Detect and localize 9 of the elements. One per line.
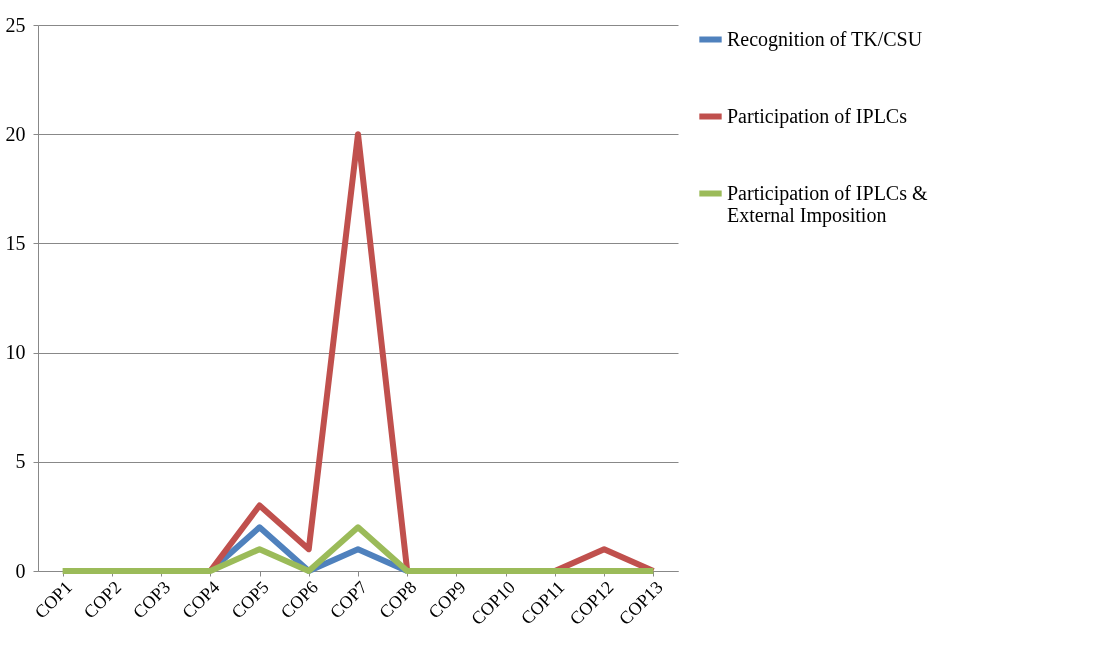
legend-label: Recognition of TK/CSU xyxy=(727,27,923,51)
legend-label: Participation of IPLCs & External Imposition xyxy=(727,181,928,227)
legend-label: Participation of IPLCs xyxy=(727,104,908,128)
y-tick-label: 0 xyxy=(15,559,26,582)
y-tick-label: 15 xyxy=(5,231,26,254)
y-tick-label: 20 xyxy=(5,122,26,145)
y-tick-label: 25 xyxy=(5,13,26,36)
y-tick-label: 10 xyxy=(5,341,26,364)
y-tick-label: 5 xyxy=(15,450,26,473)
